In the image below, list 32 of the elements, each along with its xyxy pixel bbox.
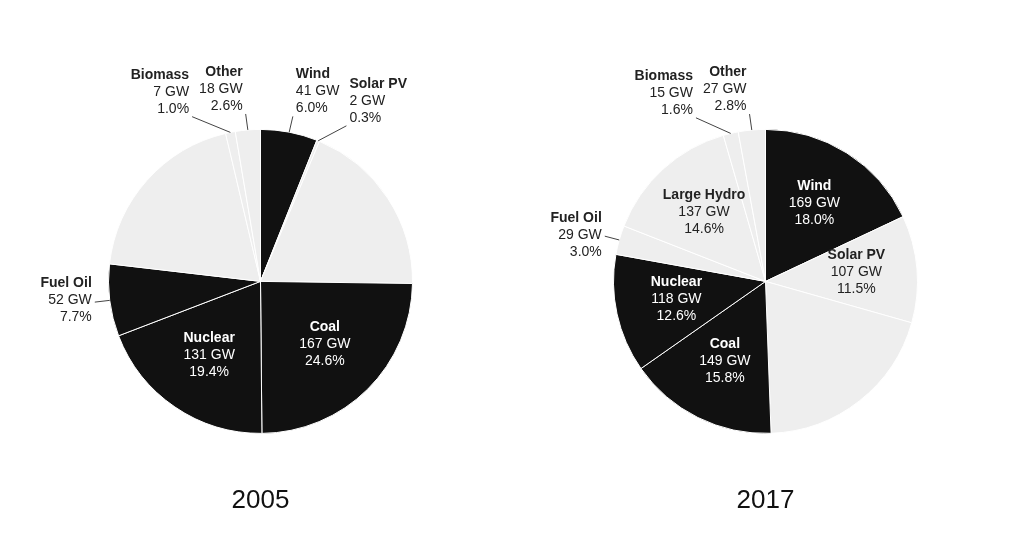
data-label: 41 GW 6.0%: [295, 82, 341, 116]
data-label: 107 GW 11.5%: [830, 263, 883, 297]
data-label: 27 GW 2.8%: [702, 79, 748, 113]
slice-label: Biomass: [634, 66, 694, 83]
data-label: 52 GW 7.7%: [48, 291, 93, 325]
slice-label: Nuclear: [183, 329, 236, 346]
data-label: 149 GW 15.8%: [699, 352, 752, 386]
slice-label: Coal: [309, 318, 341, 335]
slice-label: Solar PV: [827, 246, 886, 263]
data-label: 118 GW 12.6%: [651, 290, 703, 324]
slice-label: Biomass: [130, 65, 190, 82]
data-label: 29 GW 3.0%: [558, 225, 603, 259]
data-label: 15 GW 1.6%: [649, 83, 694, 117]
slice-label: Fuel Oil: [550, 208, 602, 225]
data-label: 18 GW 2.6%: [199, 79, 244, 113]
slice-label: Wind: [797, 176, 832, 193]
slice-label: Wind: [295, 65, 330, 82]
slice-label: Nuclear: [650, 273, 703, 290]
data-label: 169 GW 18.0%: [788, 193, 841, 227]
slice-label: Other: [709, 62, 748, 79]
slice-label: Fuel Oil: [40, 274, 92, 291]
slice-label: Other: [205, 62, 244, 79]
data-label: 7 GW 1.0%: [153, 82, 190, 116]
data-label: 2 GW 0.3%: [349, 91, 386, 125]
slice-label: Large Hydro: [662, 186, 746, 203]
text: 2017: [736, 483, 795, 514]
data-label: 167 GW 24.6%: [299, 335, 352, 369]
slice-label: Solar PV: [349, 74, 408, 91]
text: 2005: [231, 483, 290, 514]
slice-label: Coal: [709, 335, 741, 352]
data-label: 131 GW 19.4%: [183, 346, 236, 380]
data-label: 137 GW 14.6%: [678, 203, 731, 237]
